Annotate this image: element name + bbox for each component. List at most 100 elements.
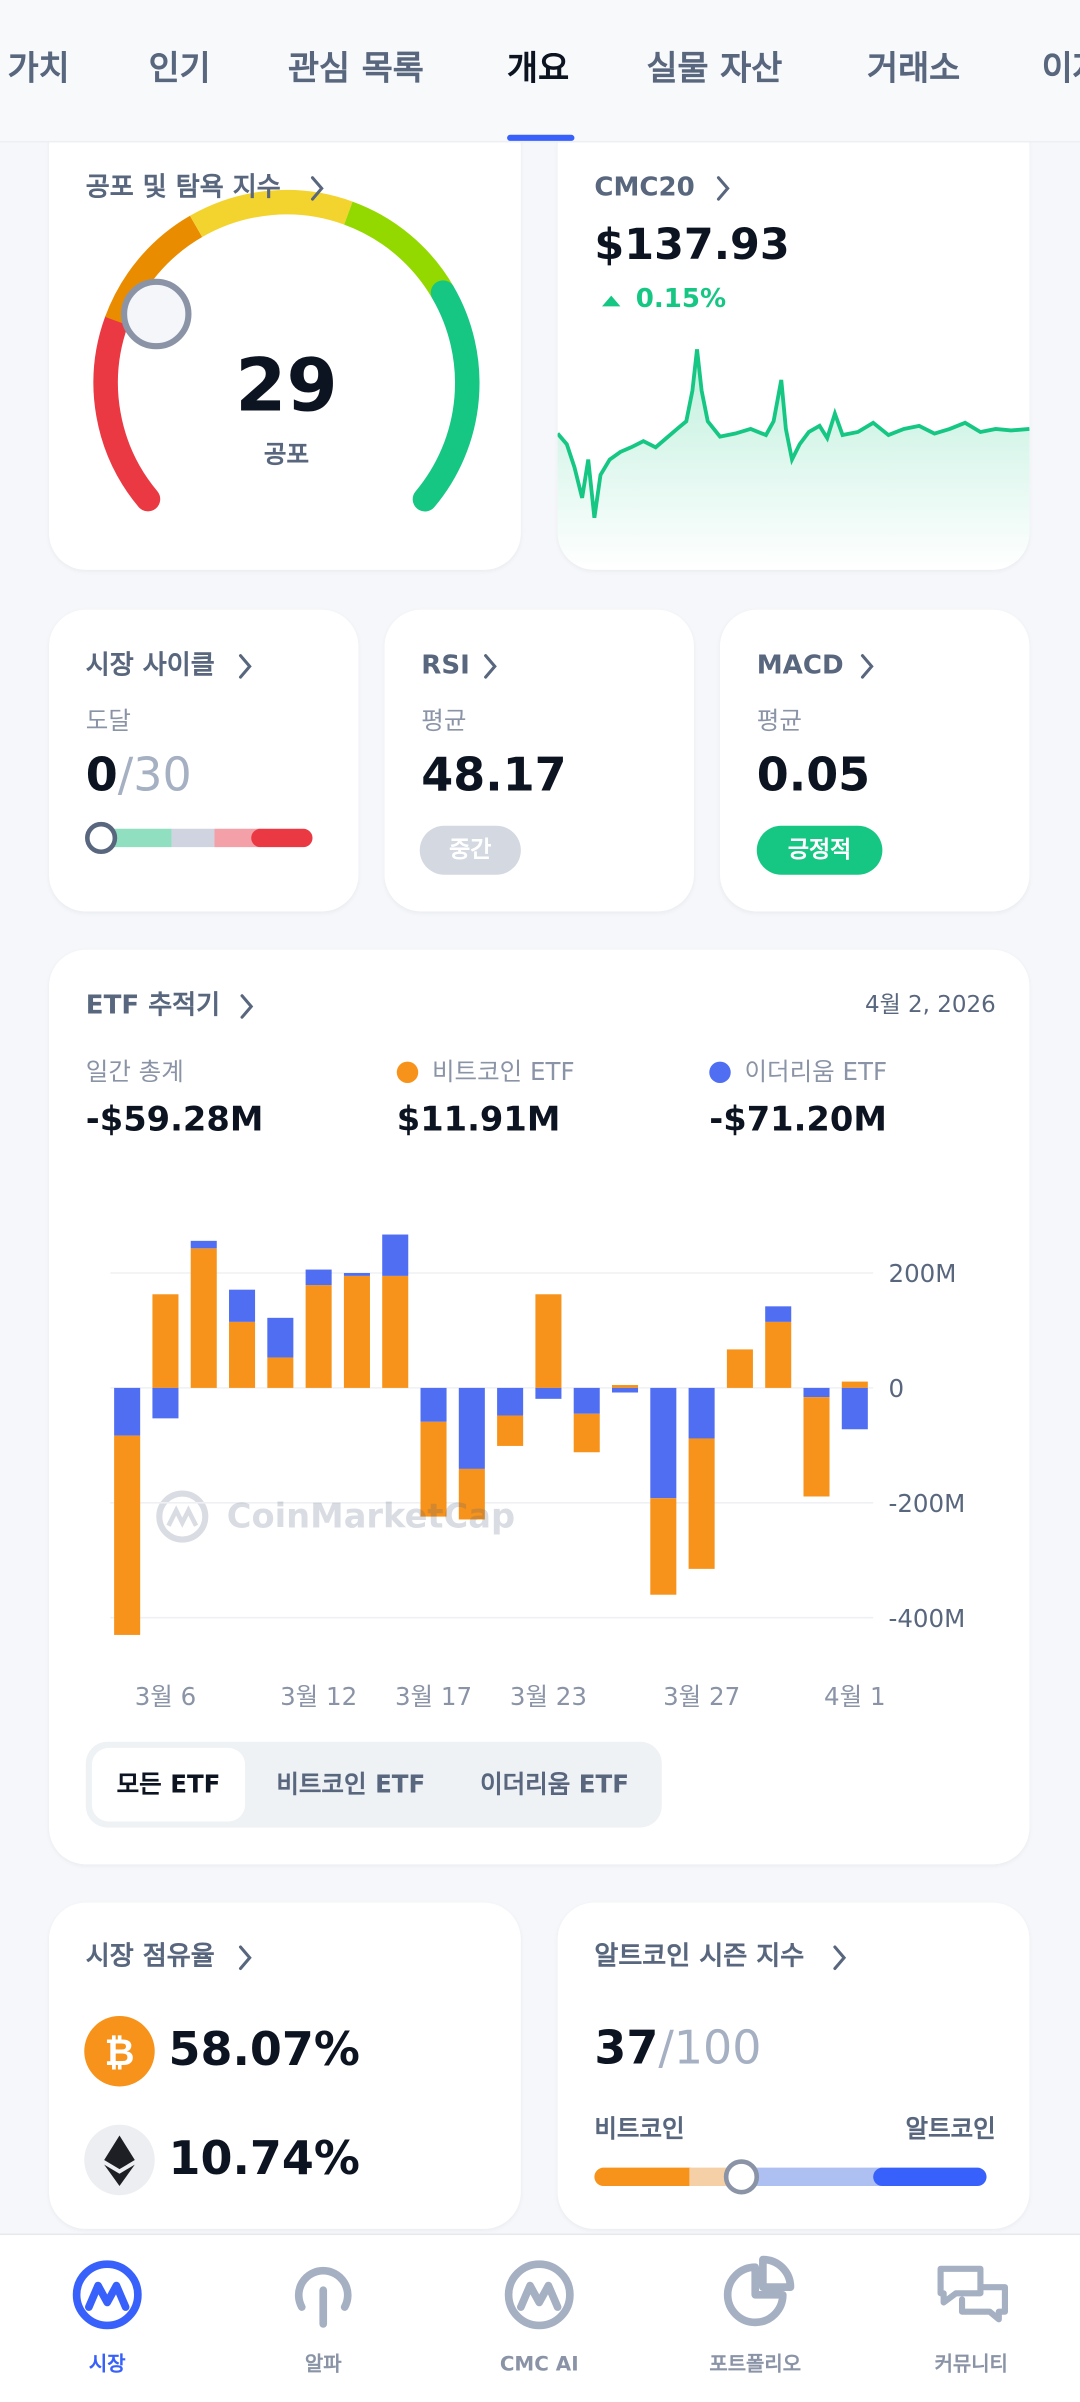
tab-indicator: [507, 134, 575, 141]
x-tick-label: 3월 27: [663, 1682, 740, 1711]
card-title[interactable]: CMC20: [594, 172, 695, 203]
eth-dominance: 10.74%: [168, 2132, 360, 2187]
altseason-current: 37: [594, 2022, 659, 2076]
bar-segment: [841, 1381, 868, 1388]
nav-label[interactable]: 시장: [88, 2353, 126, 2377]
card-title[interactable]: 공포 및 탐욕 지수: [85, 172, 281, 203]
nav-icon: [72, 2260, 142, 2330]
bar-segment: [688, 1387, 715, 1439]
y-tick-label: 200M: [889, 1259, 957, 1288]
tab[interactable]: 인기: [148, 50, 211, 89]
nav-label[interactable]: 커뮤니티: [934, 2353, 1008, 2377]
bar-segment: [458, 1387, 485, 1469]
chevron: [860, 654, 874, 679]
total-label: 일간 총계: [85, 1057, 184, 1087]
bar-segment: [458, 1468, 485, 1520]
legend-label: 이더리움 ETF: [744, 1057, 888, 1087]
altseason-total: /100: [658, 2022, 762, 2076]
badge-text: 중간: [449, 835, 492, 864]
altseason-value: 37/100: [594, 2026, 761, 2073]
card-label: 평균: [756, 706, 802, 736]
chevron: [310, 176, 324, 201]
cycle-knob: [85, 821, 118, 855]
gauge: [93, 189, 480, 512]
bar-segment: [497, 1415, 524, 1446]
btc-total: $11.91M: [396, 1101, 561, 1140]
etf-date: 4월 2, 2026: [864, 990, 996, 1018]
tab[interactable]: 거래소: [867, 50, 961, 89]
filter[interactable]: 모든 ETF: [116, 1769, 221, 1799]
etf-chart: 200M 0 -200M -400M 3월 6 3월 12 3월 17 3월 23 3월 27 4…: [110, 1234, 966, 1711]
bar-segment: [382, 1234, 409, 1276]
tab[interactable]: 가치: [7, 50, 70, 89]
bar-segment: [611, 1387, 639, 1393]
card-title[interactable]: MACD: [756, 650, 844, 681]
bar-segment: [535, 1294, 562, 1388]
cmc20-price: $137.93: [594, 219, 790, 270]
filter[interactable]: 비트코인 ETF: [276, 1769, 426, 1799]
y-tick-label: 0: [889, 1374, 905, 1403]
tab[interactable]: 관심 목록: [287, 50, 424, 89]
bar-segment: [114, 1435, 141, 1635]
up-arrow: [602, 295, 621, 307]
x-tick-label: 3월 12: [280, 1682, 357, 1711]
bar-segment: [611, 1385, 639, 1388]
bar-segment: [650, 1498, 677, 1595]
nav-icon: [294, 2266, 352, 2311]
bar-segment: [229, 1321, 256, 1388]
gauge-knob: [121, 278, 192, 350]
cmc20-change: 0.15%: [635, 284, 727, 315]
card-title[interactable]: 시장 사이클: [85, 650, 215, 681]
chevron: [238, 654, 252, 679]
bar-segment: [573, 1413, 600, 1453]
x-tick-label: 4월 1: [824, 1682, 886, 1711]
bar-segment: [650, 1387, 677, 1499]
tab-bar: 가치 인기 관심 목록 개요 실물 자산 거래소 이자: [0, 0, 1080, 143]
etf-total: -$59.28M: [85, 1101, 264, 1140]
badge: [756, 825, 883, 875]
bar-segment: [229, 1289, 256, 1322]
x-tick-label: 3월 6: [135, 1682, 197, 1711]
altseason-left: 비트코인: [594, 2114, 685, 2144]
x-tick-label: 3월 23: [510, 1682, 587, 1711]
cycle-current: 0: [85, 749, 118, 803]
bar-segment: [573, 1387, 600, 1414]
filter[interactable]: 이더리움 ETF: [480, 1769, 630, 1799]
bar-segment: [420, 1387, 447, 1422]
card-title[interactable]: ETF 추적기: [85, 990, 221, 1022]
tab-active[interactable]: 개요: [507, 50, 570, 89]
legend-label: 비트코인 ETF: [431, 1057, 575, 1087]
tab[interactable]: 실물 자산: [646, 50, 783, 89]
altseason-right: 알트코인: [905, 2114, 996, 2144]
bar-segment: [765, 1321, 792, 1388]
gauge-segment: [189, 189, 353, 238]
nav-icon: [85, 2281, 130, 2311]
nav-label[interactable]: 알파: [304, 2353, 342, 2377]
bar-segment: [343, 1275, 370, 1388]
tab[interactable]: 이자: [1041, 50, 1080, 89]
btc-glyph: ₿: [105, 2031, 135, 2074]
watermark-logo: [156, 1490, 209, 1543]
card-title[interactable]: 시장 점유율: [85, 1941, 215, 1973]
nav-icons: [72, 2255, 1008, 2330]
badge: [419, 825, 521, 875]
market-cycle-card[interactable]: [49, 609, 359, 912]
bar-segment: [190, 1240, 217, 1249]
bar-segment: [343, 1273, 370, 1276]
chevron: [238, 1945, 252, 1971]
card-title[interactable]: RSI: [421, 650, 470, 681]
y-tick-label: -400M: [889, 1604, 966, 1633]
bar-segment: [382, 1275, 409, 1388]
card-title[interactable]: 알트코인 시즌 지수: [594, 1941, 805, 1973]
nav-icon: [937, 2265, 1008, 2323]
nav-label[interactable]: 포트폴리오: [709, 2353, 802, 2377]
bar-segment: [535, 1387, 562, 1399]
nav-icon: [723, 2255, 795, 2327]
card-label: 평균: [421, 706, 467, 736]
filter-active: [91, 1747, 246, 1822]
nav-label[interactable]: CMC AI: [499, 2353, 579, 2377]
